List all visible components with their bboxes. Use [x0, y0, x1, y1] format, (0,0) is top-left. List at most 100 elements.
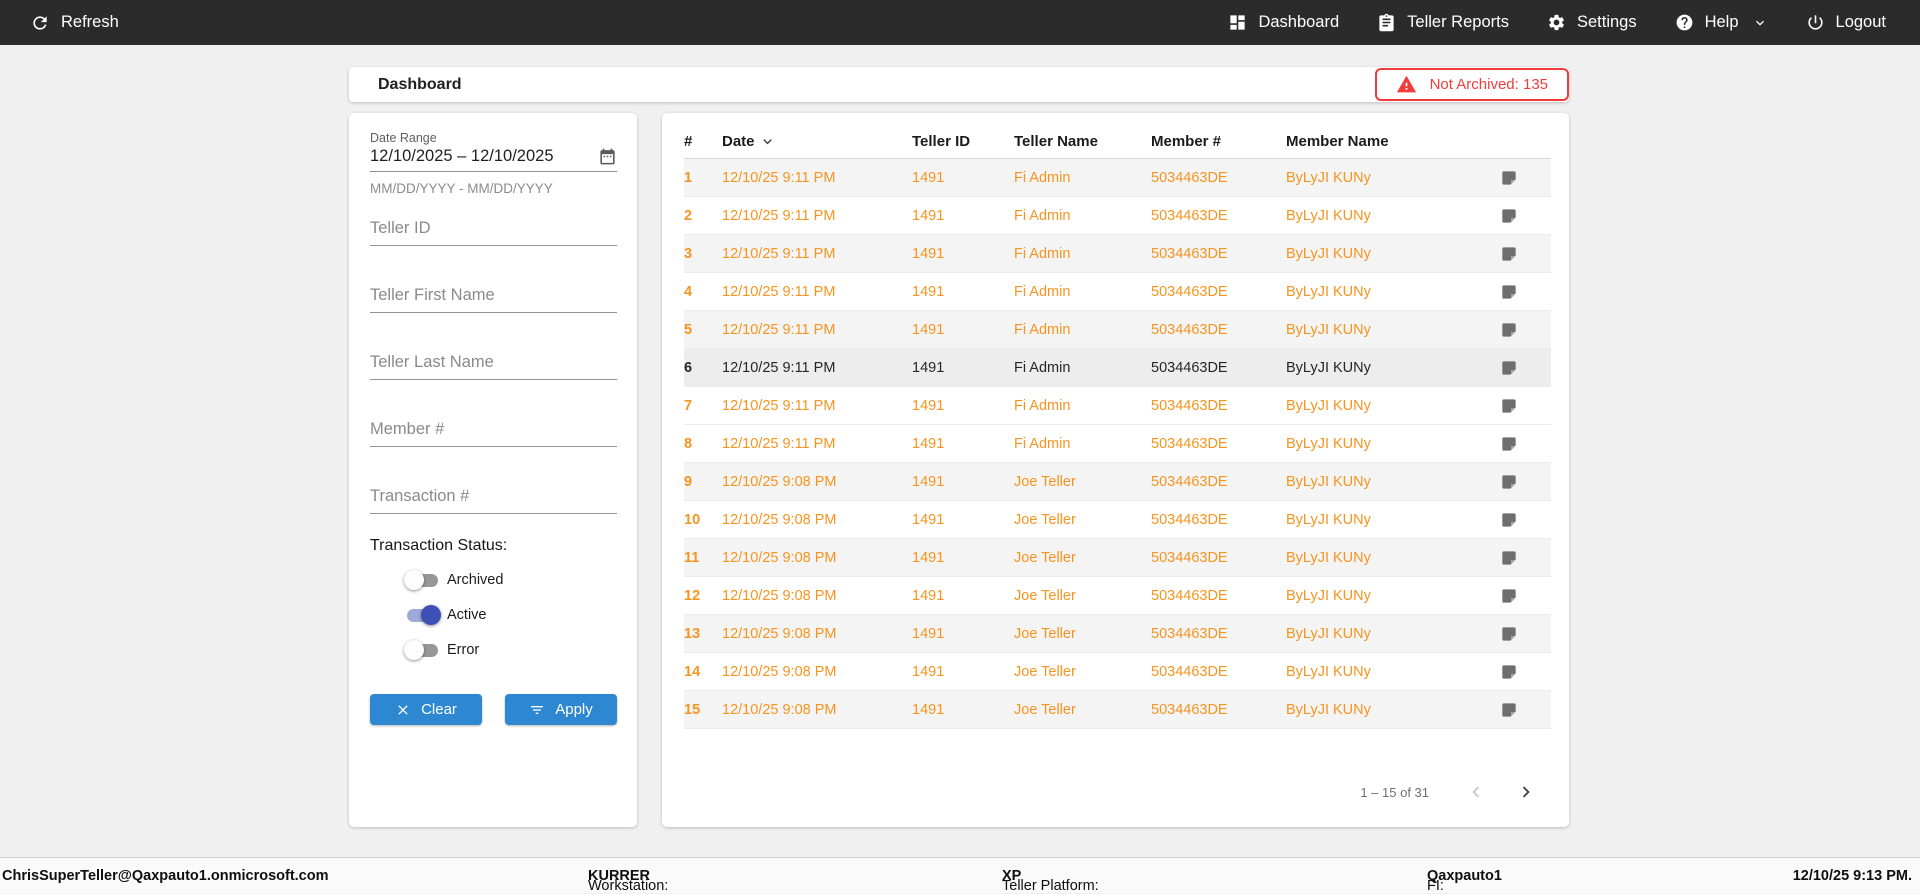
row-member-name: ByLyJI KUNy	[1286, 473, 1371, 490]
apply-button-label: Apply	[555, 701, 593, 718]
table-row[interactable]: 7 12/10/25 9:11 PM 1491 Fi Admin 5034463…	[684, 387, 1551, 425]
row-number: 8	[684, 435, 693, 452]
row-teller-name: Joe Teller	[1014, 625, 1076, 642]
status-toggle[interactable]	[404, 640, 441, 660]
row-member-name: ByLyJI KUNy	[1286, 397, 1371, 414]
column-header-member-name[interactable]: Member Name	[1286, 133, 1389, 150]
date-range-field	[370, 147, 617, 172]
row-member-name: ByLyJI KUNy	[1286, 625, 1371, 642]
row-number: 5	[684, 321, 693, 338]
table-row[interactable]: 15 12/10/25 9:08 PM 1491 Joe Teller 5034…	[684, 691, 1551, 729]
row-teller-id: 1491	[912, 435, 945, 452]
note-icon[interactable]	[1501, 170, 1517, 186]
refresh-label: Refresh	[61, 13, 119, 31]
calendar-icon[interactable]	[598, 147, 617, 166]
column-header-date[interactable]: Date	[722, 133, 912, 150]
table-row[interactable]: 10 12/10/25 9:08 PM 1491 Joe Teller 5034…	[684, 501, 1551, 539]
page-title: Dashboard	[378, 75, 462, 93]
row-date: 12/10/25 9:08 PM	[722, 473, 837, 490]
note-icon[interactable]	[1501, 512, 1517, 528]
member-number-input[interactable]	[370, 420, 617, 446]
row-date: 12/10/25 9:11 PM	[722, 169, 836, 186]
column-header-teller-name[interactable]: Teller Name	[1014, 133, 1098, 150]
note-icon[interactable]	[1501, 398, 1517, 414]
row-teller-name: Fi Admin	[1014, 207, 1071, 224]
not-archived-label: Not Archived: 135	[1429, 76, 1548, 93]
status-toggle[interactable]	[404, 570, 441, 590]
row-member-number: 5034463DE	[1151, 245, 1228, 262]
nav-settings[interactable]: Settings	[1547, 13, 1637, 32]
note-icon[interactable]	[1501, 588, 1517, 604]
table-row[interactable]: 6 12/10/25 9:11 PM 1491 Fi Admin 5034463…	[684, 349, 1551, 387]
note-icon[interactable]	[1501, 284, 1517, 300]
row-member-name: ByLyJI KUNy	[1286, 245, 1371, 262]
apply-button[interactable]: Apply	[505, 694, 617, 725]
teller-last-name-input[interactable]	[370, 353, 617, 379]
row-teller-id: 1491	[912, 549, 945, 566]
nav-help[interactable]: Help	[1675, 13, 1768, 32]
table-row[interactable]: 12 12/10/25 9:08 PM 1491 Joe Teller 5034…	[684, 577, 1551, 615]
status-toggle-row: Error	[404, 640, 617, 660]
chevron-right-icon	[1515, 781, 1537, 803]
workstation-value: KURRER	[588, 868, 651, 884]
table-row[interactable]: 3 12/10/25 9:11 PM 1491 Fi Admin 5034463…	[684, 235, 1551, 273]
member-number-field	[370, 420, 617, 447]
row-date: 12/10/25 9:08 PM	[722, 625, 837, 642]
teller-id-input[interactable]	[370, 219, 617, 245]
table-row[interactable]: 11 12/10/25 9:08 PM 1491 Joe Teller 5034…	[684, 539, 1551, 577]
transaction-number-input[interactable]	[370, 487, 617, 513]
table-row[interactable]: 13 12/10/25 9:08 PM 1491 Joe Teller 5034…	[684, 615, 1551, 653]
note-icon[interactable]	[1501, 322, 1517, 338]
row-teller-id: 1491	[912, 625, 945, 642]
table-body: 1 12/10/25 9:11 PM 1491 Fi Admin 5034463…	[684, 159, 1551, 729]
row-number: 14	[684, 663, 701, 680]
column-header-teller-id[interactable]: Teller ID	[912, 133, 971, 150]
power-icon	[1806, 13, 1825, 32]
refresh-button[interactable]: Refresh	[30, 13, 119, 33]
row-teller-id: 1491	[912, 397, 945, 414]
note-icon[interactable]	[1501, 702, 1517, 718]
date-range-input[interactable]	[370, 147, 598, 166]
transaction-number-field	[370, 487, 617, 514]
footer-datetime: 12/10/25 9:13 PM.	[1792, 868, 1912, 884]
row-number: 13	[684, 625, 701, 642]
top-navigation-bar: Refresh Dashboard Teller Reports Setting…	[0, 0, 1920, 45]
clear-button[interactable]: Clear	[370, 694, 482, 725]
table-row[interactable]: 8 12/10/25 9:11 PM 1491 Fi Admin 5034463…	[684, 425, 1551, 463]
note-icon[interactable]	[1501, 208, 1517, 224]
note-icon[interactable]	[1501, 246, 1517, 262]
next-page-button[interactable]	[1515, 781, 1537, 803]
teller-first-name-input[interactable]	[370, 286, 617, 312]
status-toggle[interactable]	[404, 605, 441, 625]
note-icon[interactable]	[1501, 360, 1517, 376]
column-header-member-number[interactable]: Member #	[1151, 133, 1222, 150]
row-teller-name: Joe Teller	[1014, 587, 1076, 604]
row-teller-name: Joe Teller	[1014, 549, 1076, 566]
note-icon[interactable]	[1501, 436, 1517, 452]
nav-dashboard[interactable]: Dashboard	[1228, 13, 1339, 32]
table-row[interactable]: 4 12/10/25 9:11 PM 1491 Fi Admin 5034463…	[684, 273, 1551, 311]
toggle-knob	[404, 640, 424, 660]
row-teller-id: 1491	[912, 511, 945, 528]
note-icon[interactable]	[1501, 550, 1517, 566]
table-row[interactable]: 5 12/10/25 9:11 PM 1491 Fi Admin 5034463…	[684, 311, 1551, 349]
column-header-number[interactable]: #	[684, 133, 693, 150]
filter-icon	[529, 702, 545, 718]
table-row[interactable]: 14 12/10/25 9:08 PM 1491 Joe Teller 5034…	[684, 653, 1551, 691]
pagination: 1 – 15 of 31	[684, 781, 1551, 803]
table-row[interactable]: 9 12/10/25 9:08 PM 1491 Joe Teller 50344…	[684, 463, 1551, 501]
note-icon[interactable]	[1501, 626, 1517, 642]
toggle-knob	[404, 570, 424, 590]
note-icon[interactable]	[1501, 664, 1517, 680]
row-member-name: ByLyJI KUNy	[1286, 283, 1371, 300]
nav-help-label: Help	[1704, 13, 1739, 31]
nav-logout[interactable]: Logout	[1806, 13, 1886, 32]
fi-value: Qaxpauto1	[1427, 868, 1502, 884]
note-icon[interactable]	[1501, 474, 1517, 490]
table-row[interactable]: 1 12/10/25 9:11 PM 1491 Fi Admin 5034463…	[684, 159, 1551, 197]
row-date: 12/10/25 9:08 PM	[722, 511, 837, 528]
table-row[interactable]: 2 12/10/25 9:11 PM 1491 Fi Admin 5034463…	[684, 197, 1551, 235]
clear-button-label: Clear	[421, 701, 457, 718]
row-member-number: 5034463DE	[1151, 625, 1228, 642]
nav-teller-reports[interactable]: Teller Reports	[1377, 13, 1509, 32]
